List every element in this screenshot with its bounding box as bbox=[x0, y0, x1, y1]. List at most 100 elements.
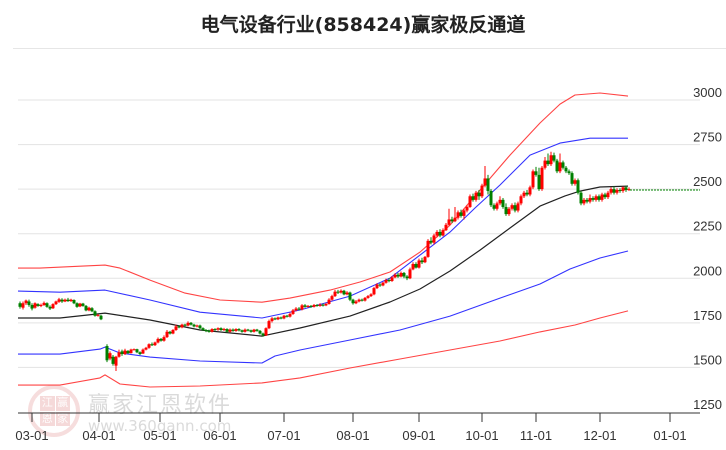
candle-down bbox=[525, 190, 529, 197]
candle-up bbox=[345, 291, 349, 296]
candle-up bbox=[609, 187, 613, 195]
candle-up bbox=[528, 185, 532, 197]
candle-up bbox=[195, 324, 199, 328]
candle-body bbox=[570, 173, 574, 184]
candle-down bbox=[201, 327, 205, 331]
candle-body bbox=[465, 206, 469, 211]
candle-down bbox=[402, 272, 406, 279]
candle-body bbox=[450, 219, 454, 222]
candle-body bbox=[267, 321, 271, 329]
candle-body bbox=[246, 329, 250, 331]
candle-body bbox=[516, 203, 520, 211]
y-tick-label: 1250 bbox=[693, 397, 722, 412]
candle-up bbox=[462, 208, 466, 220]
candle-body bbox=[417, 260, 421, 268]
candle-body bbox=[126, 351, 130, 354]
candle-up bbox=[327, 298, 331, 305]
candle-down bbox=[477, 190, 481, 200]
candle-body bbox=[375, 284, 379, 289]
candle-body bbox=[105, 346, 109, 361]
candle-body bbox=[90, 308, 94, 312]
candle-down bbox=[564, 165, 568, 174]
candle-down bbox=[72, 299, 76, 305]
candle-body bbox=[69, 299, 73, 302]
candle-body bbox=[153, 342, 157, 346]
candle-body bbox=[252, 329, 256, 332]
candle-body bbox=[93, 311, 97, 316]
candle-down bbox=[246, 328, 250, 332]
candle-down bbox=[18, 301, 22, 309]
candle-body bbox=[561, 162, 565, 168]
candle-body bbox=[540, 167, 544, 190]
candle-body bbox=[318, 304, 322, 306]
candle-body bbox=[63, 299, 67, 302]
candle-up bbox=[417, 258, 421, 269]
candle-body bbox=[165, 331, 169, 338]
candle-up bbox=[33, 302, 37, 309]
candle-down bbox=[501, 198, 505, 209]
candle-up bbox=[354, 300, 358, 305]
candle-down bbox=[513, 202, 517, 213]
candle-body bbox=[114, 356, 118, 366]
candle-body bbox=[249, 330, 253, 332]
candle-up bbox=[147, 343, 151, 349]
candle-body bbox=[186, 322, 190, 326]
candle-body bbox=[348, 292, 352, 300]
y-tick-label: 2500 bbox=[693, 174, 722, 189]
candle-body bbox=[351, 299, 355, 304]
candle-body bbox=[96, 314, 100, 316]
candle-down bbox=[183, 323, 187, 327]
candle-body bbox=[495, 203, 499, 209]
candle-down bbox=[105, 344, 109, 363]
y-tick-label: 2250 bbox=[693, 219, 722, 234]
candle-body bbox=[273, 318, 277, 320]
candle-body bbox=[168, 331, 172, 334]
candle-body bbox=[480, 185, 484, 197]
candle-body bbox=[513, 205, 517, 211]
candle-down bbox=[570, 171, 574, 186]
candle-down bbox=[93, 310, 97, 317]
candle-up bbox=[384, 278, 388, 284]
candle-body bbox=[234, 329, 238, 331]
candle-body bbox=[75, 303, 79, 307]
candle-body bbox=[459, 212, 463, 216]
candle-up bbox=[141, 348, 145, 355]
candle-body bbox=[408, 269, 412, 279]
candle-body bbox=[213, 329, 217, 331]
band-inner-upper bbox=[17, 137, 628, 319]
candle-down bbox=[90, 307, 94, 313]
candle-down bbox=[240, 329, 244, 333]
candle-body bbox=[42, 302, 46, 306]
candle-body bbox=[306, 305, 310, 307]
candle-body bbox=[537, 174, 541, 190]
candle-body bbox=[618, 190, 622, 192]
candle-body bbox=[525, 192, 529, 195]
gridlines bbox=[18, 99, 700, 368]
candle-down bbox=[387, 278, 391, 283]
candle-body bbox=[57, 299, 61, 302]
candle-up bbox=[453, 206, 457, 223]
candle-body bbox=[207, 330, 211, 332]
candle-body bbox=[45, 303, 49, 307]
candle-down bbox=[204, 329, 208, 333]
candle-body bbox=[579, 192, 583, 204]
candle-up bbox=[372, 286, 376, 296]
candle-body bbox=[597, 196, 601, 200]
candle-body bbox=[225, 329, 229, 332]
candle-down bbox=[273, 317, 277, 321]
candle-up bbox=[69, 298, 73, 302]
candle-up bbox=[117, 349, 121, 358]
candle-body bbox=[549, 155, 553, 165]
candle-body bbox=[426, 240, 430, 257]
candle-body bbox=[438, 231, 442, 236]
candle-body bbox=[456, 212, 460, 218]
candle-up bbox=[441, 228, 445, 237]
candle-body bbox=[333, 291, 337, 297]
candle-body bbox=[477, 192, 481, 197]
candle-up bbox=[51, 303, 55, 309]
x-tick-label: 03-01 bbox=[15, 428, 48, 443]
title-divider bbox=[13, 48, 726, 49]
candle-down bbox=[309, 305, 313, 308]
candle-up bbox=[312, 303, 316, 308]
